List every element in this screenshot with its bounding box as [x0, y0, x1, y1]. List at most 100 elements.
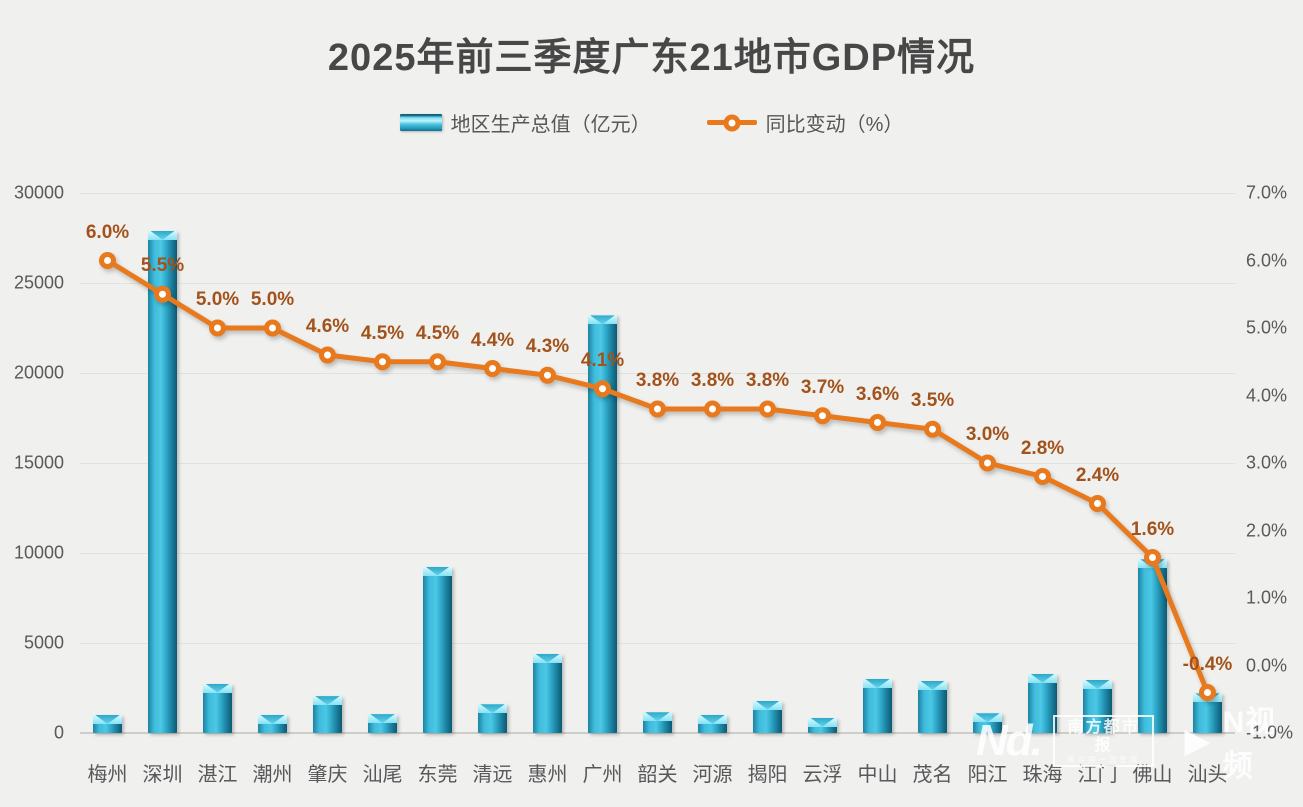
- gdp-bar-cap: [643, 712, 672, 722]
- x-axis-category-label: 汕尾: [362, 764, 403, 786]
- yoy-data-label: 4.3%: [525, 336, 570, 358]
- yoy-data-label: 3.8%: [745, 370, 790, 391]
- x-axis-category-label: 东莞: [417, 764, 458, 786]
- gdp-bar: [808, 717, 837, 733]
- x-axis-category-label: 云浮: [802, 764, 843, 786]
- legend-label-gdp: 地区生产总值（亿元）: [450, 114, 651, 136]
- gdp-bar-cap: [698, 715, 727, 724]
- left-axis-tick-label: 15000: [13, 452, 64, 473]
- left-axis-tick-label: 0: [53, 722, 64, 743]
- nandu-logo-icon: Nd.: [976, 716, 1043, 765]
- yoy-data-label: 1.6%: [1130, 518, 1175, 540]
- gridline: [80, 643, 1235, 644]
- yoy-line-marker: [1034, 468, 1051, 485]
- x-axis-category-label: 惠州: [527, 764, 568, 786]
- gdp-bar-cap: [1083, 679, 1112, 689]
- yoy-data-label: 4.1%: [580, 349, 625, 371]
- gdp-bar-cap: [973, 713, 1002, 723]
- chart-title: 2025年前三季度广东21地市GDP情况: [327, 37, 976, 79]
- gdp-bar: [643, 712, 672, 733]
- yoy-data-label: 4.5%: [415, 322, 460, 344]
- paper-slogan: 做中国一流智媒: [1066, 754, 1141, 764]
- right-axis-tick-label: 2.0%: [1246, 520, 1288, 540]
- gdp-bar-cap: [918, 680, 947, 690]
- x-axis-category-label: 肇庆: [307, 764, 348, 786]
- x-axis-category-label: 茂名: [912, 764, 953, 786]
- yoy-data-label: 5.0%: [195, 289, 240, 310]
- yoy-line-marker: [759, 400, 776, 418]
- x-axis-category-label: 中山: [857, 764, 898, 786]
- gdp-bar-cap: [1193, 693, 1222, 703]
- legend-label-yoy: 同比变动（%）: [765, 114, 904, 136]
- yoy-line-marker: [649, 400, 666, 418]
- right-axis-tick-label: 4.0%: [1246, 385, 1288, 405]
- yoy-line-marker: [374, 353, 391, 371]
- yoy-data-label: 3.0%: [965, 424, 1010, 445]
- right-axis-tick-label: 1.0%: [1246, 587, 1288, 608]
- yoy-line-marker: [209, 319, 226, 337]
- gdp-bar: [93, 715, 122, 733]
- yoy-data-label: 4.4%: [470, 329, 515, 351]
- x-axis-category-label: 韶关: [637, 764, 678, 786]
- yoy-data-label: -0.4%: [1182, 653, 1233, 675]
- gdp-bar-cap: [313, 696, 342, 706]
- legend: 地区生产总值（亿元） 同比变动（%）: [0, 108, 1303, 137]
- gdp-bar: [698, 715, 727, 733]
- right-axis-tick-label: 5.0%: [1246, 317, 1288, 338]
- x-axis-category-label: 广州: [582, 764, 623, 786]
- yoy-data-label: 2.4%: [1075, 464, 1120, 486]
- gdp-bar-cap: [258, 715, 287, 724]
- gdp-bar-cap: [863, 679, 892, 688]
- gdp-bar-cap: [1028, 673, 1057, 683]
- gdp-bar: [753, 700, 782, 733]
- yoy-line-marker: [429, 353, 446, 371]
- yoy-line-marker: [924, 420, 941, 438]
- gdp-bar: [313, 696, 342, 733]
- gdp-bar: [533, 653, 562, 733]
- yoy-line-marker: [264, 319, 281, 337]
- gdp-bar: [918, 680, 947, 733]
- gdp-bar-cap: [588, 315, 617, 325]
- yoy-data-label: 6.0%: [85, 221, 130, 243]
- gdp-bar-cap: [148, 230, 177, 240]
- yoy-line-marker: [869, 414, 886, 431]
- nvideo-brand: N视频: [1222, 706, 1277, 783]
- yoy-line-marker: [319, 346, 336, 364]
- yoy-line-marker: [1089, 495, 1106, 512]
- right-axis-tick-label: 0.0%: [1246, 655, 1288, 675]
- left-axis-tick-label: 20000: [13, 362, 64, 383]
- nandu-paper-badge: 南方都市报 做中国一流智媒: [1052, 714, 1155, 768]
- gdp-bar: [1138, 559, 1167, 733]
- yoy-data-label: 3.5%: [910, 390, 955, 412]
- gridline: [80, 553, 1235, 554]
- x-axis-category-label: 河源: [692, 764, 733, 786]
- yoy-line-marker: [539, 366, 556, 384]
- bar-series-swatch-icon: [399, 114, 442, 131]
- yoy-data-label: 3.7%: [800, 376, 845, 398]
- left-axis-tick-label: 5000: [23, 632, 64, 653]
- x-axis-category-label: 揭阳: [747, 764, 788, 786]
- right-axis-tick-label: 3.0%: [1246, 452, 1288, 473]
- yoy-data-label: 5.5%: [140, 255, 185, 277]
- left-axis-tick-label: 10000: [13, 542, 64, 563]
- gdp-bar: [588, 315, 617, 733]
- gdp-bar: [863, 679, 892, 733]
- yoy-data-label: 4.5%: [360, 322, 405, 344]
- gdp-bar-cap: [423, 566, 452, 576]
- x-axis-category-label: 清远: [472, 764, 513, 786]
- line-series-swatch-icon: [706, 120, 757, 125]
- yoy-data-label: 3.8%: [635, 370, 680, 391]
- gdp-bar: [368, 714, 397, 733]
- legend-item-gdp: 地区生产总值（亿元）: [399, 108, 651, 137]
- x-axis-category-label: 江门: [1077, 764, 1118, 786]
- gdp-bar-cap: [808, 717, 837, 727]
- x-axis-category-label: 佛山: [1132, 764, 1173, 786]
- gdp-bar-cap: [368, 714, 397, 724]
- paper-name: 南方都市报: [1067, 718, 1140, 755]
- right-axis-tick-label: 6.0%: [1246, 250, 1288, 270]
- gdp-bar: [258, 715, 287, 733]
- x-axis-category-label: 深圳: [142, 764, 183, 786]
- x-axis-category-label: 梅州: [87, 764, 128, 786]
- x-axis-category-label: 阳江: [967, 764, 1008, 786]
